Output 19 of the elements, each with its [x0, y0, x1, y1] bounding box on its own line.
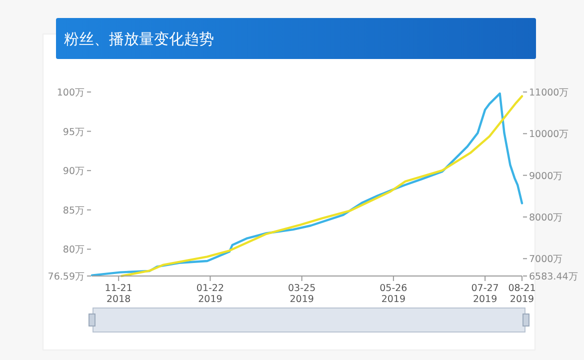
y-tick-label: 76.59万 — [48, 272, 85, 282]
y-tick-label: 85万 — [62, 205, 85, 216]
y-tick-label: 100万 — [56, 88, 85, 98]
x-tick-label: 08-21 2019 — [508, 283, 536, 305]
x-tick-label: 07-27 2019 — [471, 283, 499, 305]
x-tick-label: 05-26 2019 — [380, 283, 408, 305]
x-tick-label: 03-25 2019 — [288, 283, 316, 305]
y2-tick-label: 10000万 — [529, 129, 570, 140]
y2-tick-label: 6583.44万 — [529, 272, 578, 282]
y2-tick-label: 9000万 — [529, 170, 564, 182]
y-tick-label: 80万 — [62, 244, 85, 256]
y2-tick-label: 7000万 — [529, 254, 564, 266]
x-tick-label: 11-21 2018 — [104, 283, 132, 305]
y2-tick-label: 8000万 — [529, 212, 564, 224]
chart-title: 粉丝、播放量变化趋势 — [64, 30, 214, 48]
x-tick-label: 01-22 2019 — [196, 283, 224, 305]
y-tick-label: 95万 — [62, 126, 85, 138]
y-tick-label: 90万 — [62, 166, 85, 178]
y2-tick-label: 11000万 — [529, 88, 570, 98]
